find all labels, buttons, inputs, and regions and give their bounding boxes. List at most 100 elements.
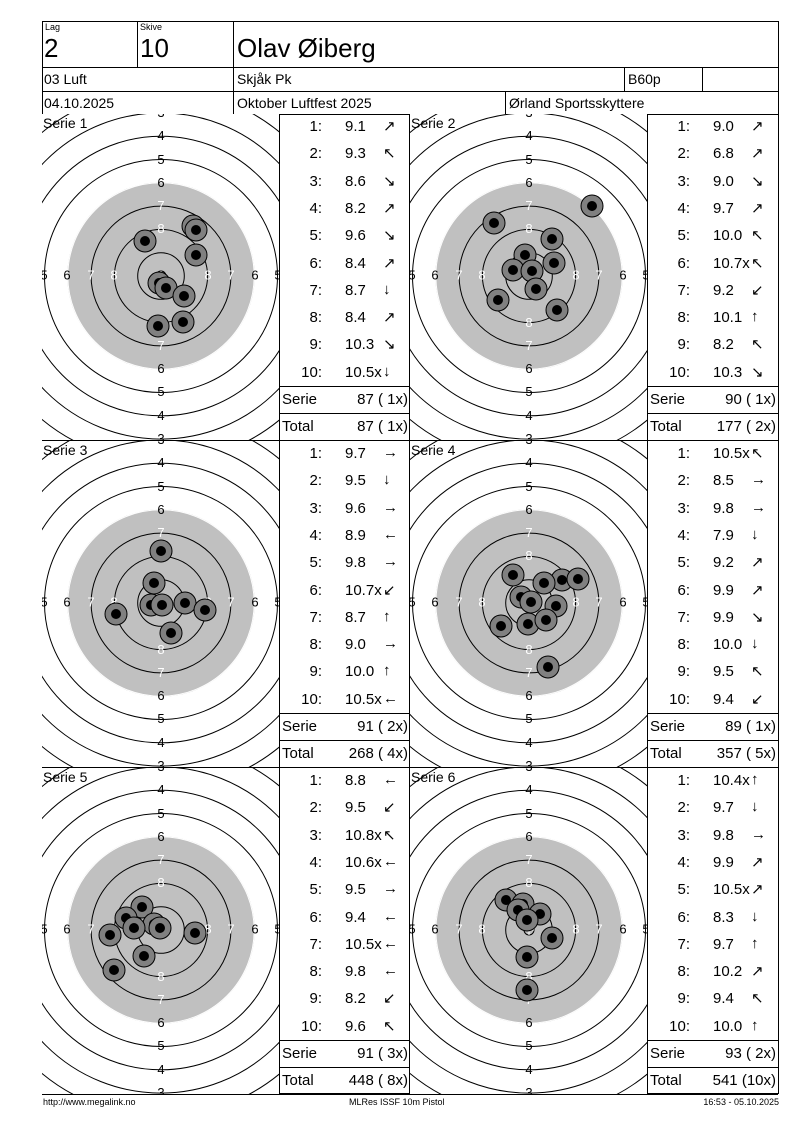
shot-direction-arrow-icon: ↗ bbox=[751, 853, 764, 871]
serie-sum: Serie 93 ( 2x) bbox=[647, 1041, 778, 1068]
ring-number: 8 bbox=[110, 267, 117, 282]
shot-table-left-border bbox=[647, 114, 648, 441]
ring-number: 8 bbox=[572, 921, 579, 936]
total-sum-line bbox=[279, 413, 410, 414]
shot-row: 10: 10.3 ↘ bbox=[647, 360, 778, 387]
shot-direction-arrow-icon: → bbox=[383, 880, 398, 898]
shot-score: 7.9 bbox=[713, 526, 734, 544]
series-label: Serie 2 bbox=[411, 115, 456, 131]
shot-number: 10: bbox=[669, 690, 690, 708]
shot-hole bbox=[132, 944, 156, 968]
shot-number: 10: bbox=[669, 363, 690, 381]
ring-number: 7 bbox=[87, 594, 94, 609]
ring-number: 7 bbox=[157, 198, 164, 213]
shot-score: 9.5 bbox=[713, 663, 734, 681]
serie-sum-line bbox=[279, 1040, 410, 1041]
ring-number: 8 bbox=[204, 921, 211, 936]
series-bottom-border bbox=[410, 1094, 778, 1095]
target-face: 34567887654356788765Serie 5 bbox=[42, 768, 279, 1095]
series-block: 34567887654356788765Serie 41:10.5x↖2:8.5… bbox=[410, 441, 778, 768]
lag-label: Lag bbox=[45, 22, 61, 32]
ring-number: 8 bbox=[478, 921, 485, 936]
ring-number: 8 bbox=[525, 221, 532, 236]
serie-sum-line bbox=[647, 386, 778, 387]
total-sum-label: Total bbox=[282, 418, 314, 435]
shot-direction-arrow-icon: → bbox=[751, 471, 766, 489]
shot-hole bbox=[566, 567, 590, 591]
total-sum-line bbox=[279, 740, 410, 741]
shot-score: 9.6 bbox=[345, 1017, 366, 1035]
shot-row: 4: 9.7 ↗ bbox=[647, 196, 778, 223]
serie-sum: Serie 90 ( 1x) bbox=[647, 387, 778, 414]
series-label: Serie 1 bbox=[43, 115, 88, 131]
shot-number: 1: bbox=[677, 772, 690, 789]
total-sum: Total 177 ( 2x) bbox=[647, 414, 778, 441]
ring-number: 6 bbox=[157, 688, 164, 703]
shot-row: 2: 8.5 → bbox=[647, 468, 778, 495]
shot-hole bbox=[540, 227, 564, 251]
shot-hole bbox=[532, 571, 556, 595]
shot-direction-arrow-icon: → bbox=[383, 498, 398, 516]
shot-score: 9.5 bbox=[345, 799, 366, 817]
series-block: 34567887654356788765Serie 21:9.0↗2:6.8↗3… bbox=[410, 114, 778, 441]
shot-row: 5: 10.0 ↖ bbox=[647, 223, 778, 250]
shot-number: 8: bbox=[677, 963, 690, 981]
ring-number: 5 bbox=[274, 267, 279, 282]
shot-row: 3: 8.6 ↘ bbox=[279, 169, 410, 196]
ring-number: 6 bbox=[619, 921, 626, 936]
shot-row: 10: 10.0 ↑ bbox=[647, 1014, 778, 1041]
shot-hole bbox=[148, 916, 172, 940]
shot-score: 10.0 bbox=[713, 636, 743, 654]
shot-number: 9: bbox=[309, 336, 322, 354]
ring-number: 6 bbox=[525, 361, 532, 376]
shot-row: 9: 10.0 ↑ bbox=[279, 659, 410, 686]
shot-direction-arrow-icon: → bbox=[383, 635, 398, 653]
shot-table-left-border bbox=[647, 768, 648, 1095]
competition-date: 04.10.2025 bbox=[44, 95, 115, 111]
shot-row: 3: 9.8 → bbox=[647, 823, 778, 850]
ring-number: 6 bbox=[525, 688, 532, 703]
shot-direction-arrow-icon: ↘ bbox=[383, 227, 396, 245]
total-sum-line bbox=[647, 1067, 778, 1068]
shot-number: 8: bbox=[677, 636, 690, 654]
shot-row: 6: 10.7x ↙ bbox=[279, 578, 410, 605]
shot-number: 7: bbox=[677, 608, 690, 626]
class-code: B60p bbox=[628, 71, 661, 87]
total-sum: Total 541 (10x) bbox=[647, 1068, 778, 1095]
shot-row: 3: 10.8x ↖ bbox=[279, 823, 410, 850]
shot-hole bbox=[515, 908, 539, 932]
shot-hole bbox=[515, 978, 539, 1002]
shot-row: 10: 10.5x ↓ bbox=[279, 360, 410, 387]
shot-hole bbox=[524, 277, 548, 301]
shot-row: 5: 9.6 ↘ bbox=[279, 223, 410, 250]
shot-score: 8.2 bbox=[713, 336, 734, 354]
organizer-name: Ørland Sportsskyttere bbox=[509, 95, 645, 111]
ring-number: 6 bbox=[157, 829, 164, 844]
shot-row: 8: 9.0 → bbox=[279, 632, 410, 659]
shot-direction-arrow-icon: ↗ bbox=[751, 118, 764, 135]
shot-number: 3: bbox=[677, 826, 690, 844]
shot-row: 1: 9.7 → bbox=[279, 441, 410, 468]
shot-row: 1: 8.8 ← bbox=[279, 768, 410, 795]
header-vline-code-right bbox=[702, 67, 703, 91]
shot-row: 10: 10.5x ← bbox=[279, 687, 410, 714]
ring-number: 4 bbox=[525, 782, 532, 797]
shot-number: 7: bbox=[309, 281, 322, 299]
shot-row: 9: 8.2 ↖ bbox=[647, 332, 778, 359]
ring-number: 5 bbox=[157, 1038, 164, 1053]
shot-number: 9: bbox=[677, 663, 690, 681]
shot-direction-arrow-icon: ↓ bbox=[751, 635, 759, 653]
shot-number: 6: bbox=[677, 581, 690, 599]
shot-score: 9.7 bbox=[345, 445, 366, 462]
shot-direction-arrow-icon: ↑ bbox=[751, 934, 759, 952]
target-face: 34567887654356788765Serie 1 bbox=[42, 114, 279, 441]
ring-number: 3 bbox=[525, 758, 532, 768]
target-face: 34567887654356788765Serie 2 bbox=[410, 114, 647, 441]
shot-score: 8.9 bbox=[345, 526, 366, 544]
shot-table-left-border bbox=[279, 441, 280, 768]
ring-number: 5 bbox=[642, 594, 647, 609]
ring-number: 6 bbox=[525, 1015, 532, 1030]
shot-number: 10: bbox=[669, 1017, 690, 1035]
ring-number: 4 bbox=[525, 455, 532, 470]
footer-url[interactable]: http://www.megalink.no bbox=[43, 1097, 136, 1107]
